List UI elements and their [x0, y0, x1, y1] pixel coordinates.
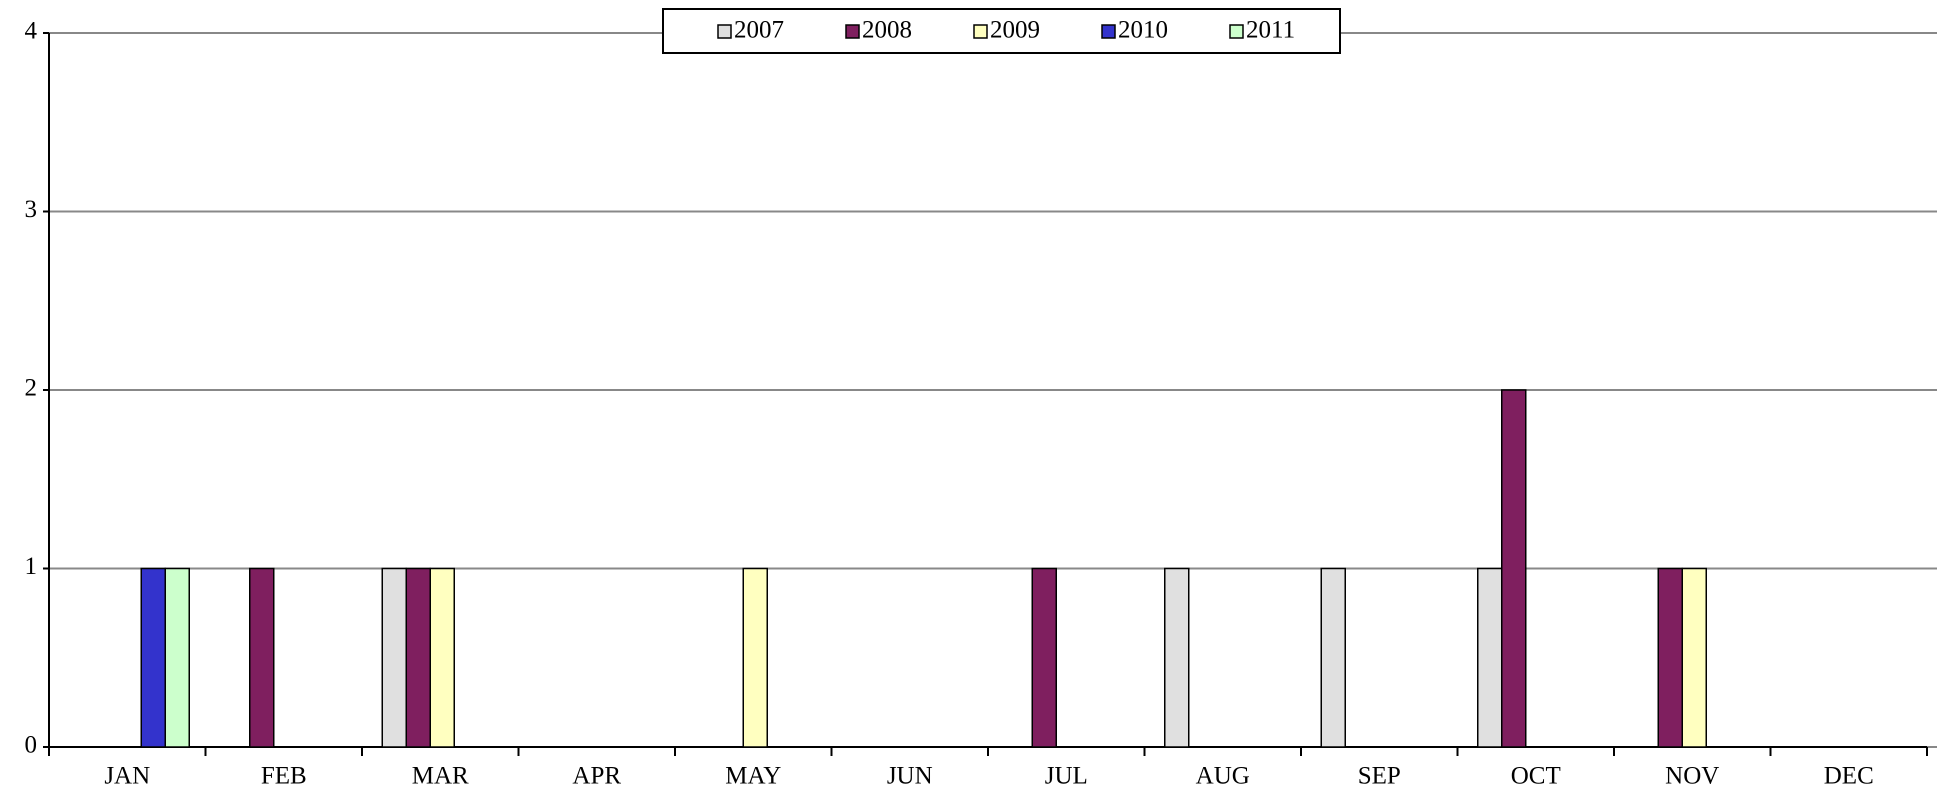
legend-swatch	[717, 24, 732, 39]
x-tick-label: MAR	[412, 763, 469, 790]
x-tick-label: APR	[572, 763, 621, 790]
legend-swatch	[845, 24, 860, 39]
x-tick-label: JUL	[1045, 763, 1088, 790]
bar	[1501, 389, 1527, 748]
y-tick-label: 0	[25, 732, 38, 759]
bar	[164, 567, 190, 748]
bar	[1657, 567, 1683, 748]
bar	[429, 567, 455, 748]
x-tick-label: FEB	[261, 763, 307, 790]
bar	[381, 567, 407, 748]
legend-swatch	[1101, 24, 1116, 39]
y-tick-label: 1	[25, 553, 38, 580]
bar	[1681, 567, 1707, 748]
bar	[1320, 567, 1346, 748]
bar	[742, 567, 768, 748]
bar	[1477, 567, 1503, 748]
legend-swatch	[1229, 24, 1244, 39]
x-tick-label: MAY	[725, 763, 781, 790]
x-tick-label: JAN	[104, 763, 150, 790]
bar	[140, 567, 166, 748]
x-tick-label: AUG	[1196, 763, 1250, 790]
bar	[405, 567, 431, 748]
bar	[1031, 567, 1057, 748]
x-tick-label: NOV	[1665, 763, 1719, 790]
x-tick-label: OCT	[1511, 763, 1561, 790]
bar	[1164, 567, 1190, 748]
legend-label: 2010	[1118, 17, 1168, 44]
x-tick-label: DEC	[1824, 763, 1874, 790]
x-tick-label: SEP	[1358, 763, 1401, 790]
legend-label: 2008	[862, 17, 912, 44]
legend-box	[662, 8, 1341, 54]
y-tick-label: 2	[25, 375, 38, 402]
legend-label: 2007	[734, 17, 784, 44]
y-tick-label: 4	[25, 18, 38, 45]
legend-label: 2011	[1246, 17, 1295, 44]
legend-swatch	[973, 24, 988, 39]
x-tick-label: JUN	[887, 763, 933, 790]
y-tick-label: 3	[25, 196, 38, 223]
bar	[249, 567, 275, 748]
legend-label: 2009	[990, 17, 1040, 44]
